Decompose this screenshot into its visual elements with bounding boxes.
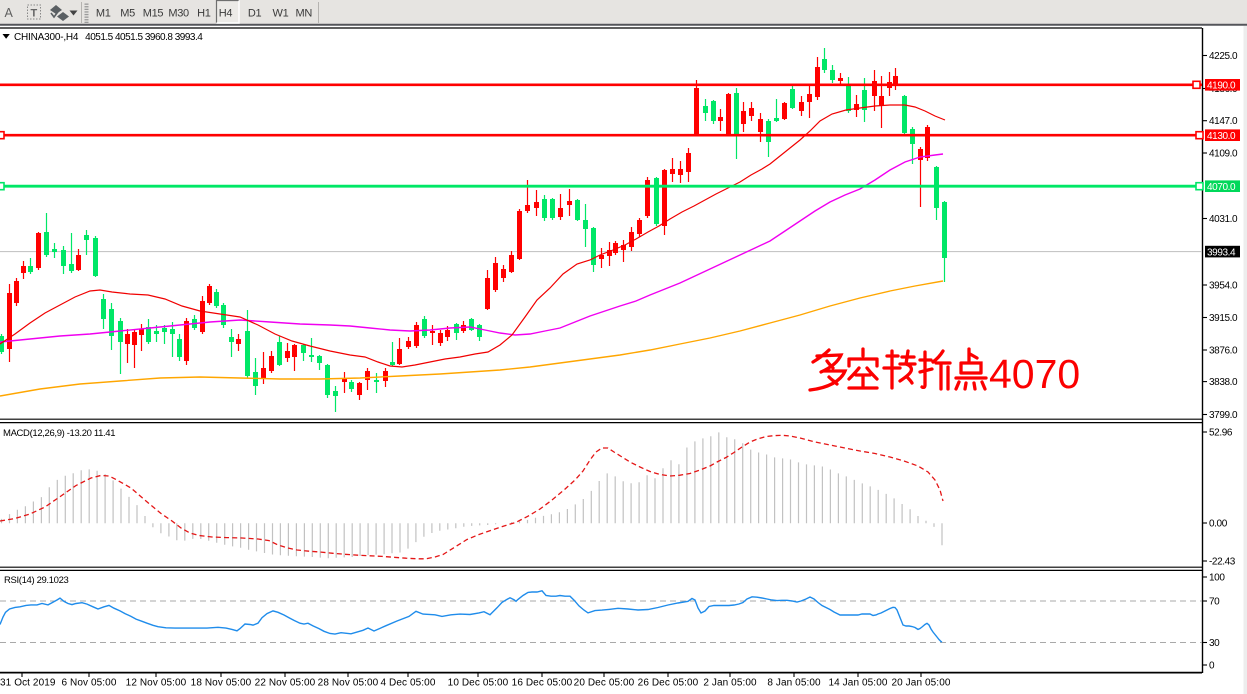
- svg-text:3915.0: 3915.0: [1209, 313, 1238, 324]
- svg-text:8 Jan 05:00: 8 Jan 05:00: [767, 678, 821, 689]
- svg-text:52.96: 52.96: [1209, 428, 1233, 439]
- svg-text:20 Dec 05:00: 20 Dec 05:00: [574, 678, 635, 689]
- svg-text:70: 70: [1209, 597, 1220, 608]
- svg-text:28 Nov 05:00: 28 Nov 05:00: [318, 678, 379, 689]
- svg-text:3993.4: 3993.4: [1207, 247, 1236, 258]
- svg-text:20 Jan 05:00: 20 Jan 05:00: [891, 678, 950, 689]
- svg-text:4070.0: 4070.0: [1207, 182, 1236, 193]
- svg-text:31 Oct 2019: 31 Oct 2019: [0, 678, 56, 689]
- svg-text:H4: H4: [219, 8, 233, 20]
- svg-text:CHINA300-,H4 4051.5 4051.5 3: CHINA300-,H4 4051.5 4051.5 3960.8 3993.4: [14, 32, 203, 43]
- svg-text:22 Nov 05:00: 22 Nov 05:00: [255, 678, 316, 689]
- svg-text:M15: M15: [143, 8, 164, 20]
- svg-text:4070: 4070: [989, 351, 1080, 397]
- svg-text:H1: H1: [197, 8, 211, 20]
- svg-text:4 Dec 05:00: 4 Dec 05:00: [380, 678, 435, 689]
- svg-text:26 Dec 05:00: 26 Dec 05:00: [638, 678, 699, 689]
- svg-text:4130.0: 4130.0: [1207, 131, 1236, 142]
- svg-text:4225.0: 4225.0: [1209, 51, 1238, 62]
- svg-text:3799.0: 3799.0: [1209, 410, 1238, 421]
- svg-text:3838.0: 3838.0: [1209, 377, 1238, 388]
- svg-text:6 Nov 05:00: 6 Nov 05:00: [61, 678, 116, 689]
- svg-text:-22.43: -22.43: [1209, 557, 1236, 568]
- svg-text:0: 0: [1209, 661, 1215, 672]
- svg-text:M1: M1: [96, 8, 111, 20]
- svg-text:M5: M5: [120, 8, 135, 20]
- svg-text:4147.0: 4147.0: [1209, 116, 1238, 127]
- svg-text:T: T: [31, 8, 38, 20]
- svg-text:14 Jan 05:00: 14 Jan 05:00: [828, 678, 887, 689]
- svg-text:30: 30: [1209, 638, 1220, 649]
- svg-text:A: A: [5, 6, 14, 20]
- svg-text:W1: W1: [273, 8, 289, 20]
- svg-text:3954.0: 3954.0: [1209, 281, 1238, 292]
- svg-text:100: 100: [1209, 573, 1225, 584]
- svg-text:RSI(14) 29.1023: RSI(14) 29.1023: [4, 575, 69, 586]
- svg-text:4031.0: 4031.0: [1209, 214, 1238, 225]
- svg-text:0.00: 0.00: [1209, 519, 1228, 530]
- svg-text:MACD(12,26,9) -13.20 11.41: MACD(12,26,9) -13.20 11.41: [3, 428, 115, 439]
- svg-text:18 Nov 05:00: 18 Nov 05:00: [191, 678, 252, 689]
- svg-text:12 Nov 05:00: 12 Nov 05:00: [126, 678, 187, 689]
- svg-text:10 Dec 05:00: 10 Dec 05:00: [448, 678, 509, 689]
- svg-text:4109.0: 4109.0: [1209, 149, 1238, 160]
- svg-text:2 Jan 05:00: 2 Jan 05:00: [703, 678, 757, 689]
- svg-text:MN: MN: [296, 8, 313, 20]
- svg-text:16 Dec 05:00: 16 Dec 05:00: [512, 678, 573, 689]
- svg-text:D1: D1: [248, 8, 262, 20]
- svg-text:4190.0: 4190.0: [1207, 81, 1236, 92]
- svg-text:3876.0: 3876.0: [1209, 346, 1238, 357]
- svg-text:M30: M30: [168, 8, 189, 20]
